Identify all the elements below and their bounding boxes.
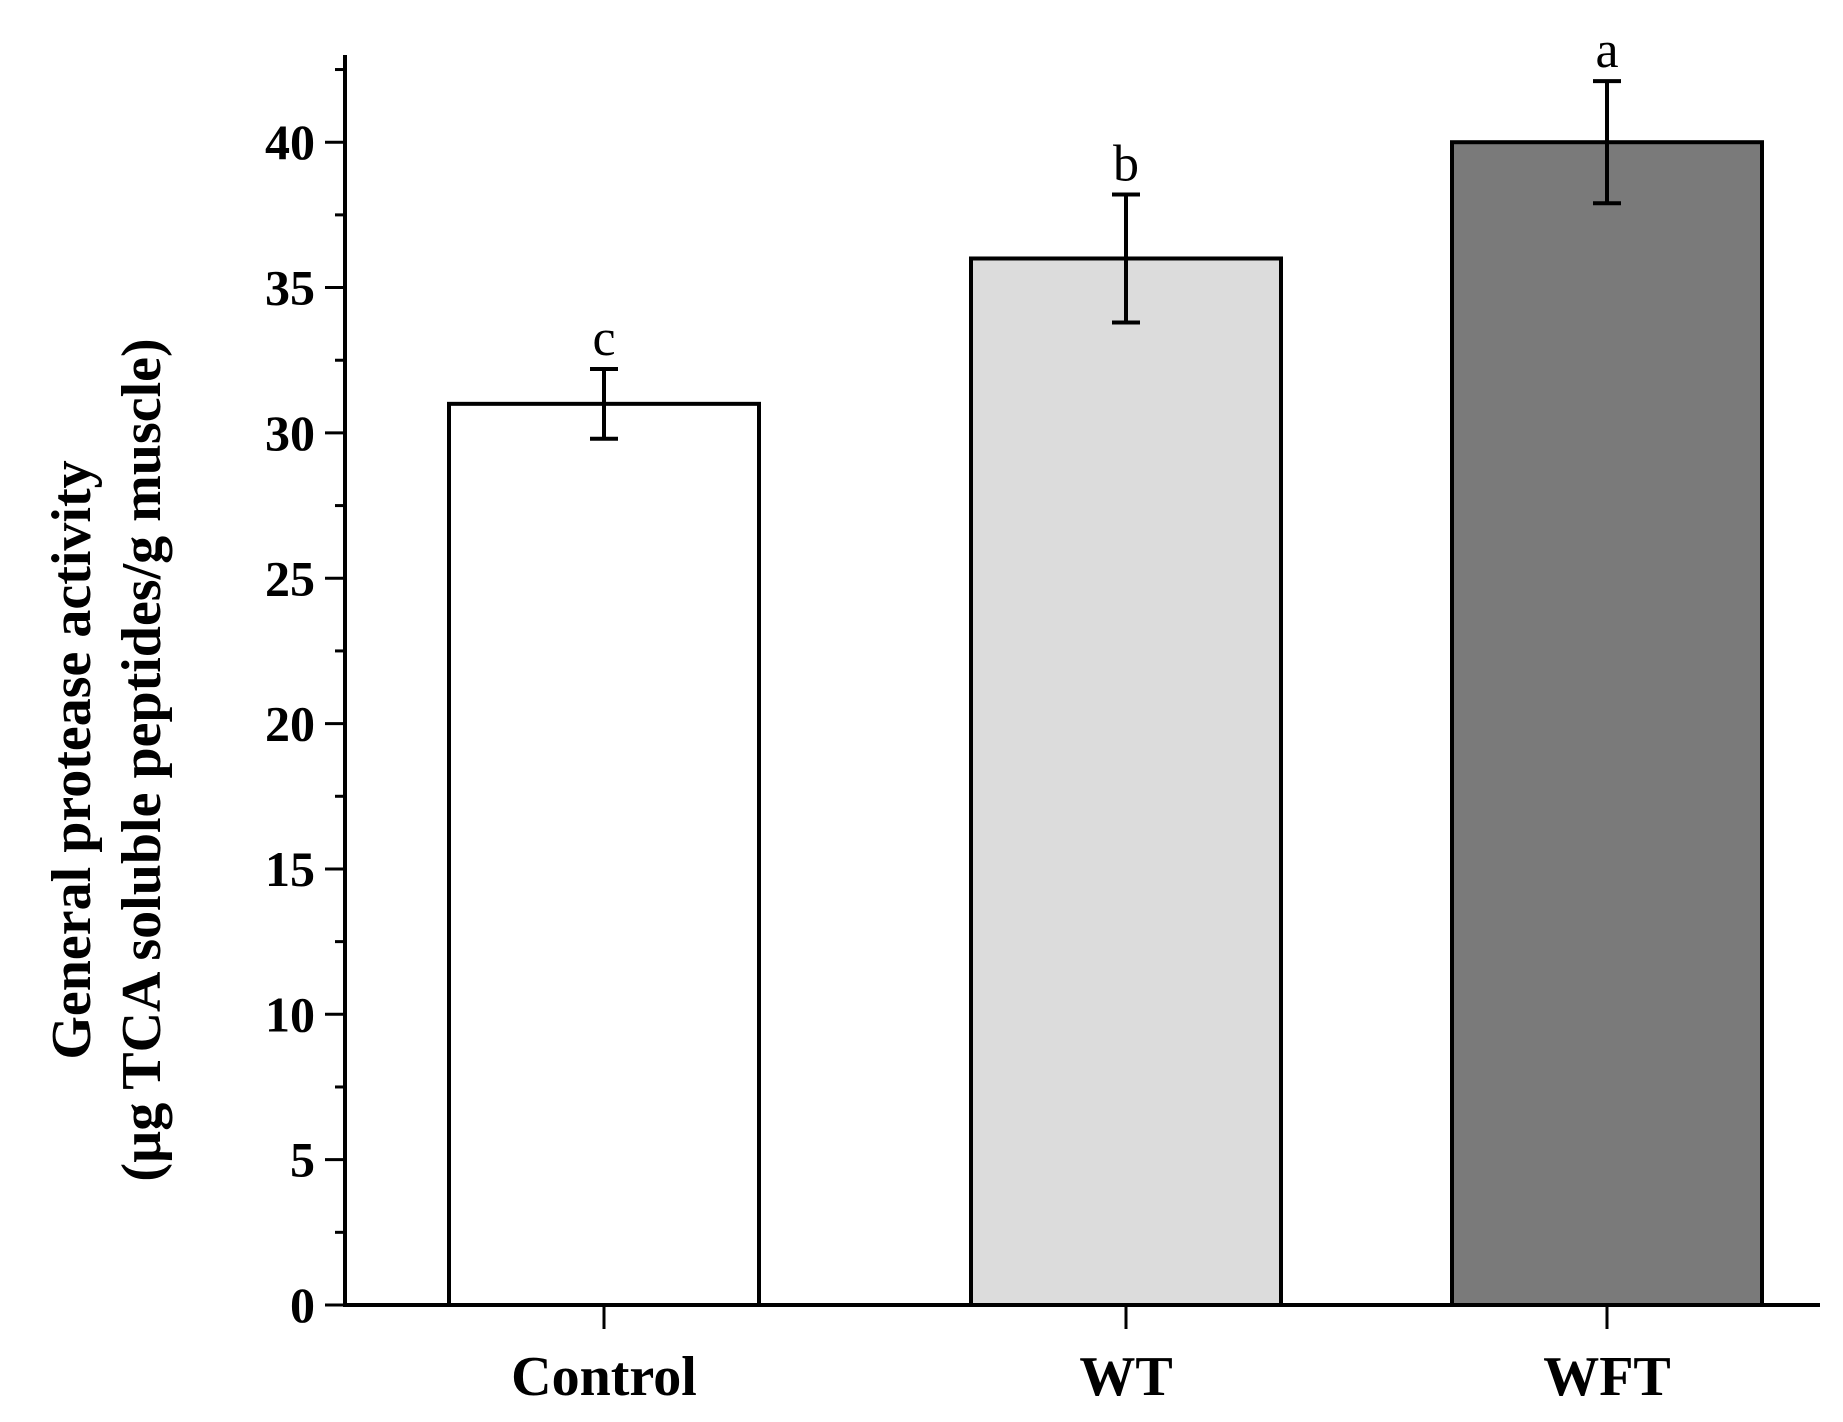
bar-wt: [969, 256, 1283, 1307]
x-tick-label-wt: WT: [1079, 1346, 1172, 1408]
y-axis-title-line1: General protease activity: [41, 460, 103, 1059]
y-tick-label: 5: [290, 1132, 315, 1188]
y-axis-title-line2: (µg TCA soluble peptides/g muscle): [111, 338, 173, 1181]
y-tick-label: 35: [265, 260, 315, 316]
y-tick-label: 25: [265, 550, 315, 606]
y-tick-label: 20: [265, 696, 315, 752]
bar-wft: [1450, 140, 1764, 1307]
bar-control: [447, 401, 761, 1307]
y-tick-label: 15: [265, 841, 315, 897]
y-tick-label: 10: [265, 986, 315, 1042]
y-tick-label: 0: [290, 1277, 315, 1333]
labels: 0 5 10 15 20 25 30 35 40 c Control b WT a WFT: [265, 22, 1671, 1408]
significance-letter-wt: b: [1113, 136, 1139, 193]
bars: [447, 140, 1764, 1307]
error-bars: [590, 79, 1621, 441]
y-tick-label: 30: [265, 405, 315, 461]
x-tick-label-wft: WFT: [1543, 1346, 1671, 1408]
x-tick-label-control: Control: [511, 1346, 697, 1408]
y-tick-label: 40: [265, 114, 315, 170]
y-axis-title: General protease activity (µg TCA solubl…: [41, 338, 173, 1181]
significance-letter-wft: a: [1595, 22, 1618, 79]
significance-letter-control: c: [592, 310, 615, 367]
